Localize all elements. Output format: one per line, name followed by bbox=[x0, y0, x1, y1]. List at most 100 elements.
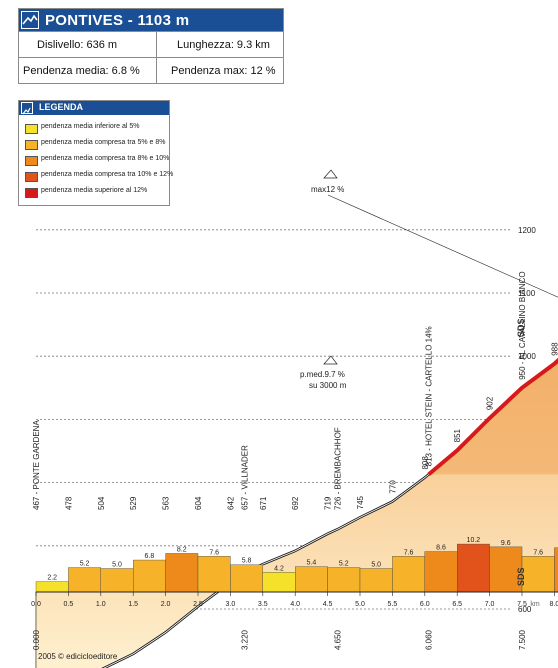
gradient-bar-label: 7.6 bbox=[404, 549, 414, 556]
legend-label: pendenza media compresa tra 10% e 12% bbox=[41, 171, 174, 178]
gradient-bar-label: 5.0 bbox=[371, 562, 381, 569]
gradient-bar-label: 8.2 bbox=[177, 546, 187, 553]
elevation-label: 467 - PONTE GARDENA bbox=[32, 420, 41, 510]
gradient-bar-label: 4.2 bbox=[274, 565, 284, 572]
elevation-label: 529 bbox=[129, 496, 138, 510]
gradient-bar bbox=[392, 556, 425, 593]
elevation-label: 563 bbox=[162, 496, 171, 510]
x-tick-label: 6.0 bbox=[420, 601, 430, 608]
climb-title: PONTIVES - 1103 m bbox=[45, 12, 190, 29]
gradient-bar bbox=[100, 568, 134, 593]
gradient-bar bbox=[132, 559, 166, 593]
gradient-bar bbox=[424, 551, 458, 593]
legend-swatch bbox=[25, 156, 38, 166]
max-triangle-icon bbox=[323, 169, 338, 179]
elevation-label: 902 bbox=[486, 396, 495, 410]
legend-label: pendenza media compresa tra 5% e 8% bbox=[41, 139, 166, 146]
x-tick-label: 1.0 bbox=[96, 601, 106, 608]
y-tick-label: 600 bbox=[518, 605, 532, 614]
copyright: 2005 © edicicloeditore bbox=[38, 652, 118, 661]
mountain-icon bbox=[21, 102, 33, 115]
gradient-bar-label: 8.6 bbox=[436, 545, 446, 552]
elevation-label: 770 bbox=[388, 480, 397, 494]
steep-area bbox=[428, 360, 558, 475]
gradient-bar-label: 9.6 bbox=[501, 540, 511, 547]
gradient-bar-label: 2.2 bbox=[47, 575, 57, 582]
sds-mark: SDS bbox=[516, 567, 526, 586]
elevation-label: 813 - HOTEL STEIN - CARTELLO 14% bbox=[425, 326, 434, 466]
gradient-bar bbox=[197, 556, 231, 593]
elevation-label: 504 bbox=[97, 496, 106, 510]
pendenza-max: Pendenza max: 12 % bbox=[171, 65, 276, 77]
x-tick-label: 2.0 bbox=[161, 601, 171, 608]
pendenza-media: Pendenza media: 6.8 % bbox=[23, 65, 140, 77]
gradient-bar bbox=[327, 567, 361, 593]
dislivello: Dislivello: 636 m bbox=[37, 39, 118, 51]
x-tick-label: 5.0 bbox=[355, 601, 365, 608]
avg-triangle-icon bbox=[323, 355, 338, 365]
climb-title-bar: PONTIVES - 1103 m bbox=[19, 9, 283, 31]
legend-title-bar: LEGENDA bbox=[19, 101, 169, 115]
elevation-label: 950 - AL CAVALLINO BIANCO bbox=[518, 271, 527, 379]
x-tick-label: 1.5 bbox=[128, 601, 138, 608]
legend-swatch bbox=[25, 140, 38, 150]
gradient-bar bbox=[521, 556, 555, 593]
gradient-bar-label: 5.2 bbox=[339, 561, 349, 568]
x-tick-label: 5.5 bbox=[388, 601, 398, 608]
gradient-bar-label: 5.0 bbox=[112, 562, 122, 569]
gradient-bar bbox=[359, 568, 393, 593]
climb-summary-box: PONTIVES - 1103 m Dislivello: 636 m Lung… bbox=[18, 8, 284, 84]
gradient-bar bbox=[165, 553, 199, 593]
y-tick-label: 1200 bbox=[518, 226, 536, 235]
gradient-bar-label: 10.2 bbox=[467, 537, 481, 544]
gradient-bar-label: 6.8 bbox=[145, 553, 155, 560]
gradient-bar-label: 5.4 bbox=[307, 560, 317, 567]
x-tick-label: 4.0 bbox=[290, 601, 300, 608]
x-tick-label: 6.5 bbox=[452, 601, 462, 608]
elevation-label: 745 bbox=[356, 495, 365, 509]
gradient-bar bbox=[457, 543, 490, 593]
sds-mark: SDS bbox=[516, 318, 526, 337]
elevation-label: 657 - VILLNADER bbox=[241, 445, 250, 510]
elevation-label: 692 bbox=[291, 496, 300, 510]
legend-label: pendenza media superiore al 12% bbox=[41, 187, 148, 194]
cumulative-km-label: 4.650 bbox=[333, 629, 342, 650]
elevation-label: 808 bbox=[421, 456, 430, 470]
gradient-bar-label: 5.8 bbox=[242, 558, 252, 565]
cumulative-km-label: 0.000 bbox=[32, 629, 41, 650]
mountain-icon bbox=[21, 11, 39, 29]
gradient-bar-label: 7.6 bbox=[533, 549, 543, 556]
x-tick-label: 8.0 bbox=[550, 601, 558, 608]
legend-swatch bbox=[25, 124, 38, 134]
x-tick-label: 0.0 bbox=[31, 601, 41, 608]
elevation-label: 988 bbox=[550, 342, 558, 356]
elevation-label: 719 bbox=[324, 496, 333, 510]
elevation-label: 726 - BREMBACHHOF bbox=[333, 427, 342, 510]
gradient-bar bbox=[489, 546, 523, 593]
x-axis-unit: km bbox=[530, 601, 540, 608]
gradient-bar bbox=[262, 572, 296, 593]
gradient-bar bbox=[68, 567, 102, 593]
elevation-label: 671 bbox=[259, 496, 268, 510]
legend-label: pendenza media inferiore al 5% bbox=[41, 123, 140, 130]
climb-area bbox=[36, 360, 558, 668]
x-tick-label: 3.5 bbox=[258, 601, 268, 608]
x-tick-label: 7.0 bbox=[485, 601, 495, 608]
y-tick-label: 1100 bbox=[518, 289, 536, 298]
max-label: max12 % bbox=[311, 185, 344, 194]
y-tick-label: 1000 bbox=[518, 352, 536, 361]
steep-section-line bbox=[427, 357, 558, 476]
legend-swatch bbox=[25, 188, 38, 198]
cumulative-km-label: 7.500 bbox=[518, 629, 527, 650]
x-tick-label: 3.0 bbox=[226, 601, 236, 608]
legend-label: pendenza media compresa tra 8% e 10% bbox=[41, 155, 170, 162]
gradient-bar-label: 5.2 bbox=[80, 561, 90, 568]
elevation-label: 642 bbox=[226, 496, 235, 510]
avg-length-label: su 3000 m bbox=[309, 381, 347, 390]
cumulative-km-label: 3.220 bbox=[241, 629, 250, 650]
x-tick-label: 7.5 bbox=[517, 601, 527, 608]
x-tick-label: 0.5 bbox=[64, 601, 74, 608]
gradient-bar bbox=[295, 566, 328, 593]
elevation-label: 478 bbox=[64, 496, 73, 510]
